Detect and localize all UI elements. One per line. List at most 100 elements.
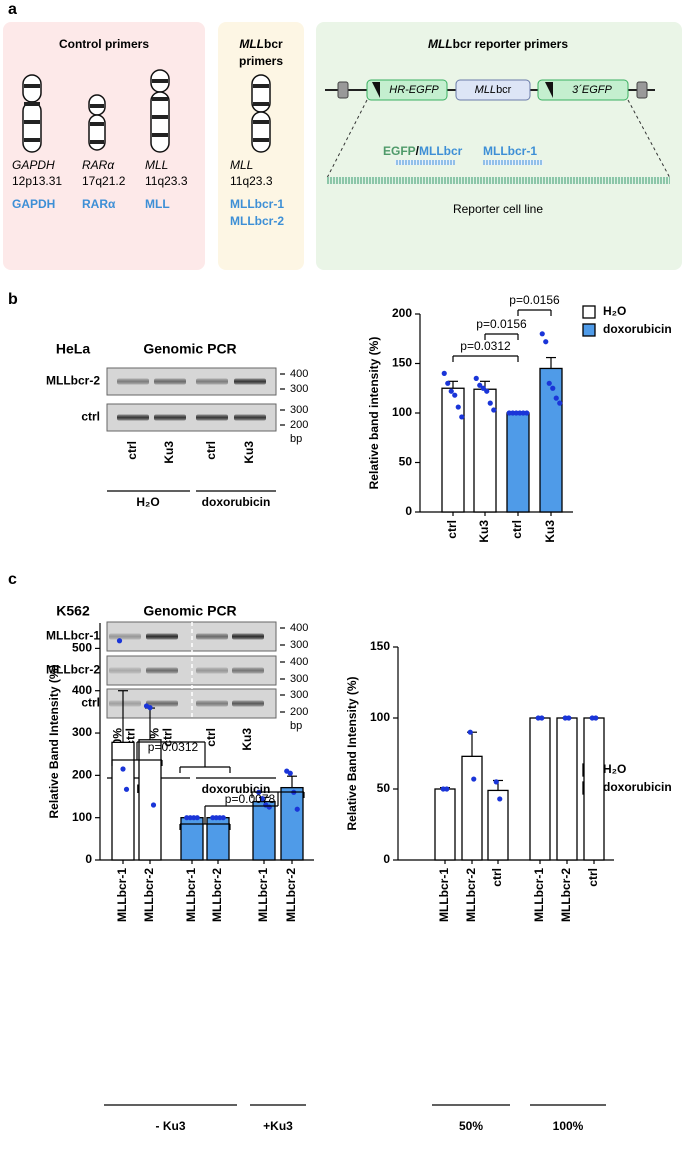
chromosome-band bbox=[24, 84, 40, 88]
chromosome-band bbox=[152, 133, 168, 137]
chromosome-band bbox=[90, 104, 104, 108]
x-tick-label: MLLbcr-1 bbox=[184, 868, 198, 922]
chromosome-band bbox=[24, 138, 40, 142]
bar bbox=[252, 800, 276, 861]
y-axis-label: Relative Band Intensity (%) bbox=[47, 664, 61, 818]
gel-band bbox=[232, 700, 264, 707]
gel-band bbox=[146, 700, 178, 707]
locus: 12p13.31 bbox=[12, 174, 62, 188]
data-point bbox=[491, 407, 497, 413]
bar bbox=[461, 755, 483, 861]
y-tick-label: 50 bbox=[399, 455, 413, 469]
gene: MLL bbox=[145, 158, 168, 172]
gene: MLL bbox=[230, 158, 253, 172]
bar bbox=[280, 786, 304, 861]
cell-line: HeLa bbox=[56, 341, 90, 357]
lane-label: Ku3 bbox=[242, 441, 256, 464]
amplicon bbox=[483, 160, 543, 165]
gel-band bbox=[109, 667, 141, 674]
p-value: p=0.0078 bbox=[225, 792, 276, 806]
x-tick-label: Ku3 bbox=[477, 520, 491, 543]
y-tick-label: 50 bbox=[377, 781, 391, 795]
data-point bbox=[493, 779, 499, 785]
group-label: +Ku3 bbox=[263, 1119, 293, 1133]
size-mark: 300 bbox=[290, 639, 308, 651]
gel-band bbox=[196, 633, 228, 640]
x-tick-label: MLLbcr-1 bbox=[115, 868, 129, 922]
primer-label: MLLbcr-1 bbox=[483, 144, 537, 158]
x-tick-label: ctrl bbox=[586, 868, 600, 887]
panel-label: b bbox=[8, 291, 18, 308]
gel-band bbox=[196, 378, 228, 385]
data-point bbox=[546, 380, 552, 386]
gel-band bbox=[196, 414, 228, 421]
data-point bbox=[566, 715, 572, 721]
y-tick-label: 0 bbox=[383, 852, 390, 866]
lane-label: ctrl bbox=[125, 441, 139, 460]
treatment: doxorubicin bbox=[202, 495, 271, 509]
legend-label: H₂O bbox=[603, 304, 626, 318]
data-point bbox=[455, 404, 461, 410]
unit: bp bbox=[290, 720, 302, 732]
bar bbox=[138, 739, 162, 861]
data-point bbox=[543, 339, 549, 345]
chromosome-band bbox=[253, 102, 269, 106]
data-point bbox=[294, 806, 300, 812]
y-tick-label: 0 bbox=[85, 852, 92, 866]
method: Genomic PCR bbox=[143, 341, 236, 357]
p-value: p=0.0312 bbox=[460, 339, 511, 353]
data-point bbox=[220, 815, 226, 821]
group-label: 50% bbox=[459, 1119, 483, 1133]
mllbcr-title-2: primers bbox=[239, 54, 283, 68]
reporter-title: MLLbcr reporter primers bbox=[428, 37, 568, 51]
method: Genomic PCR bbox=[143, 603, 236, 619]
legend-label: H₂O bbox=[603, 762, 626, 776]
data-point bbox=[150, 802, 157, 808]
lane-label: ctrl bbox=[204, 441, 218, 460]
legend-label: doxorubicin bbox=[603, 322, 672, 336]
y-tick-label: 150 bbox=[370, 639, 390, 653]
gel-band bbox=[234, 414, 266, 421]
primer: MLLbcr-2 bbox=[230, 214, 284, 228]
data-point bbox=[487, 400, 493, 406]
gel-band bbox=[232, 633, 264, 640]
locus: 17q21.2 bbox=[82, 174, 126, 188]
construct: HR-EGFP MLLbcr 3´EGFP bbox=[325, 79, 671, 184]
cut-site bbox=[545, 82, 553, 98]
gel-band bbox=[117, 378, 149, 385]
row-label: MLLbcr-2 bbox=[46, 663, 100, 677]
locus: 11q23.3 bbox=[145, 174, 188, 188]
y-tick-label: 400 bbox=[72, 683, 92, 697]
y-tick-label: 500 bbox=[72, 641, 92, 655]
gel-band bbox=[234, 378, 266, 385]
gel-band bbox=[154, 414, 186, 421]
chromosome-band bbox=[90, 140, 104, 144]
chromosome-band bbox=[24, 120, 40, 124]
chromosome-band bbox=[152, 97, 168, 101]
legend-label: doxorubicin bbox=[603, 780, 672, 794]
data-point bbox=[593, 715, 599, 721]
title-rest: bcr reporter primers bbox=[453, 37, 569, 51]
size-mark: 200 bbox=[290, 419, 308, 431]
x-tick-label: MLLbcr-2 bbox=[142, 868, 156, 922]
y-tick-label: 200 bbox=[392, 306, 412, 320]
bar bbox=[506, 412, 530, 513]
lane-label: Ku3 bbox=[240, 728, 254, 751]
chromosome bbox=[22, 74, 42, 103]
chromosome bbox=[88, 114, 106, 151]
data-point bbox=[444, 786, 450, 792]
size-mark: 400 bbox=[290, 368, 308, 380]
gel-band bbox=[232, 667, 264, 674]
x-tick-label: MLLbcr-1 bbox=[437, 868, 451, 922]
data-point bbox=[497, 796, 503, 802]
data-point bbox=[524, 410, 530, 416]
mllbcr-box bbox=[455, 79, 531, 101]
p-value: p=0.0156 bbox=[476, 317, 527, 331]
mllbcr-title: MLLbcr bbox=[239, 37, 283, 51]
cell-line: K562 bbox=[56, 603, 90, 619]
data-point bbox=[452, 392, 458, 398]
gel-band bbox=[117, 414, 149, 421]
size-mark: 300 bbox=[290, 673, 308, 685]
chromosome-band bbox=[90, 122, 104, 126]
